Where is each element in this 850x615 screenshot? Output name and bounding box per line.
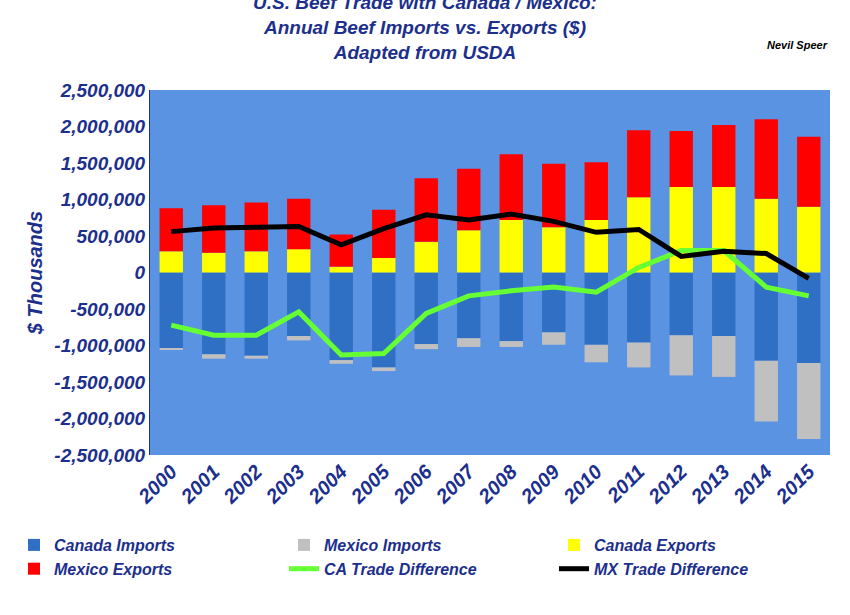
svg-text:0: 0 <box>135 262 146 283</box>
svg-text:-1,500,000: -1,500,000 <box>54 372 145 393</box>
svg-text:Nevil Speer: Nevil Speer <box>767 39 828 51</box>
svg-text:2013: 2013 <box>686 460 734 508</box>
svg-text:MX Trade Difference: MX Trade Difference <box>594 561 748 578</box>
svg-text:2006: 2006 <box>388 460 436 508</box>
svg-text:2012: 2012 <box>643 460 691 508</box>
svg-text:-2,500,000: -2,500,000 <box>54 445 145 466</box>
svg-text:2,000,000: 2,000,000 <box>60 116 146 137</box>
svg-text:2008: 2008 <box>473 460 521 508</box>
svg-text:2002: 2002 <box>218 460 266 508</box>
svg-text:-500,000: -500,000 <box>70 299 145 320</box>
svg-text:500,000: 500,000 <box>77 226 146 247</box>
svg-text:2010: 2010 <box>558 460 606 508</box>
svg-text:2011: 2011 <box>602 460 649 507</box>
svg-text:2,500,000: 2,500,000 <box>60 80 146 101</box>
svg-text:-1,000,000: -1,000,000 <box>54 335 145 356</box>
svg-text:1,500,000: 1,500,000 <box>61 153 146 174</box>
svg-text:2005: 2005 <box>346 460 394 508</box>
svg-text:Canada Exports: Canada Exports <box>594 537 716 554</box>
svg-text:2014: 2014 <box>728 460 776 508</box>
svg-text:Canada Imports: Canada Imports <box>54 537 175 554</box>
svg-text:2004: 2004 <box>303 460 351 508</box>
svg-text:Mexico Exports: Mexico Exports <box>54 561 172 578</box>
svg-text:2003: 2003 <box>261 460 309 508</box>
svg-text:2009: 2009 <box>516 460 564 508</box>
svg-text:CA Trade Difference: CA Trade Difference <box>324 561 477 578</box>
svg-text:$ Thousands: $ Thousands <box>24 211 46 335</box>
svg-text:-2,000,000: -2,000,000 <box>54 408 145 429</box>
svg-text:Mexico Imports: Mexico Imports <box>324 537 441 554</box>
svg-text:2001: 2001 <box>176 460 224 508</box>
svg-text:1,000,000: 1,000,000 <box>61 189 146 210</box>
svg-text:U.S. Beef Trade with Canada /: U.S. Beef Trade with Canada / Mexico:Ann… <box>253 0 597 63</box>
svg-text:2015: 2015 <box>771 460 819 508</box>
svg-text:2007: 2007 <box>431 460 479 508</box>
svg-text:2000: 2000 <box>133 460 181 508</box>
